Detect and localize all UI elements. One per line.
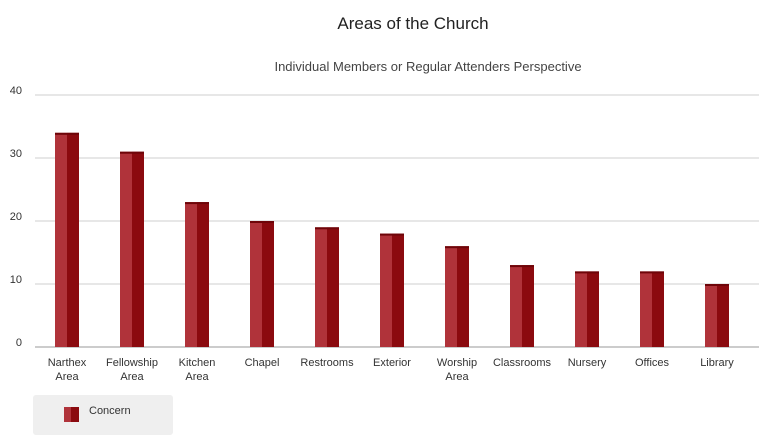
bar-right-face	[197, 202, 209, 347]
y-tick-label: 30	[10, 148, 22, 160]
bar-right-face	[587, 271, 599, 347]
bar	[315, 227, 339, 347]
bar-left-face	[510, 265, 522, 347]
x-tick-label-line: Classrooms	[493, 357, 552, 369]
bar	[185, 202, 209, 347]
x-tick-label: Chapel	[245, 357, 280, 369]
bar-right-face	[392, 233, 404, 347]
bars	[55, 132, 729, 347]
x-tick-label-line: Offices	[635, 357, 670, 369]
x-tick-label-line: Area	[120, 371, 144, 383]
chart-subtitle: Individual Members or Regular Attenders …	[274, 59, 581, 74]
x-tick-label-line: Worship	[437, 357, 477, 369]
bar	[445, 246, 469, 347]
x-tick-label: Offices	[635, 357, 670, 369]
legend-box	[33, 395, 173, 435]
x-tick-label: Restrooms	[300, 357, 354, 369]
bar-top-edge	[380, 233, 404, 236]
x-axis-labels: Narthex Area Fellowship Area Kitchen Area Chap…	[48, 357, 735, 383]
x-tick-label-line: Library	[700, 357, 734, 369]
y-axis-ticks: 0 10 20 30 40	[10, 85, 22, 349]
legend-swatch-dark	[71, 407, 79, 422]
x-tick-label: Library	[700, 357, 734, 369]
bar-left-face	[445, 246, 457, 347]
x-tick-label-line: Area	[185, 371, 209, 383]
bar	[510, 265, 534, 347]
bar-left-face	[380, 233, 392, 347]
y-tick-label: 0	[16, 337, 22, 349]
x-tick-label: Fellowship Area	[106, 357, 158, 383]
bar	[380, 233, 404, 347]
bar-left-face	[120, 151, 132, 347]
bar-top-edge	[55, 132, 79, 135]
bar	[575, 271, 599, 347]
gridlines	[35, 94, 759, 348]
x-tick-label-line: Chapel	[245, 357, 280, 369]
bar-right-face	[522, 265, 534, 347]
x-tick-label-line: Area	[445, 371, 469, 383]
x-tick-label: Narthex Area	[48, 357, 87, 383]
x-tick-label-line: Fellowship	[106, 357, 158, 369]
x-tick-label-line: Nursery	[568, 357, 607, 369]
bar	[120, 151, 144, 347]
bar-left-face	[55, 132, 67, 347]
bar-right-face	[132, 151, 144, 347]
bar	[705, 284, 729, 347]
bar-right-face	[457, 246, 469, 347]
bar-right-face	[652, 271, 664, 347]
bar-top-edge	[120, 151, 144, 154]
bar-left-face	[640, 271, 652, 347]
y-tick-label: 40	[10, 85, 22, 97]
legend: Concern	[33, 395, 173, 435]
x-tick-label-line: Exterior	[373, 357, 411, 369]
bar-top-edge	[640, 271, 664, 274]
legend-label: Concern	[89, 405, 131, 417]
bar-left-face	[315, 227, 327, 347]
bar-left-face	[575, 271, 587, 347]
bar-left-face	[705, 284, 717, 347]
bar-top-edge	[705, 284, 729, 286]
bar-top-edge	[510, 265, 534, 268]
bar-top-edge	[185, 202, 209, 205]
x-tick-label: Exterior	[373, 357, 411, 369]
x-tick-label: Nursery	[568, 357, 607, 369]
x-tick-label: Worship Area	[437, 357, 477, 383]
bar-right-face	[717, 284, 729, 347]
legend-swatch	[64, 407, 71, 422]
bar	[250, 221, 274, 347]
bar-top-edge	[250, 221, 274, 223]
x-tick-label-line: Kitchen	[179, 357, 216, 369]
bar-right-face	[67, 132, 79, 347]
bar	[640, 271, 664, 347]
x-tick-label-line: Restrooms	[300, 357, 354, 369]
bar-top-edge	[575, 271, 599, 274]
y-tick-label: 10	[10, 274, 22, 286]
x-tick-label-line: Narthex	[48, 357, 87, 369]
bar	[55, 132, 79, 347]
bar-top-edge	[445, 246, 469, 249]
bar-left-face	[250, 221, 262, 347]
bar-right-face	[327, 227, 339, 347]
x-tick-label: Kitchen Area	[179, 357, 216, 383]
x-tick-label: Classrooms	[493, 357, 552, 369]
chart-title: Areas of the Church	[337, 14, 488, 33]
bar-left-face	[185, 202, 197, 347]
y-tick-label: 20	[10, 211, 22, 223]
bar-right-face	[262, 221, 274, 347]
x-tick-label-line: Area	[55, 371, 79, 383]
bar-top-edge	[315, 227, 339, 230]
